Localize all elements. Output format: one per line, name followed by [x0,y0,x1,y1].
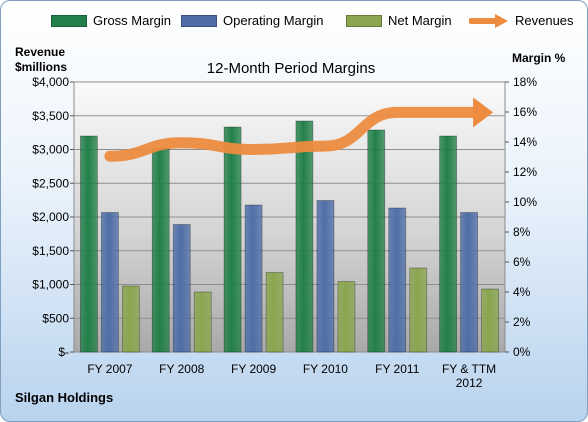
right-tick-label: 4% [513,285,531,299]
right-tick-label: 12% [513,165,537,179]
legend-label: Operating Margin [223,13,324,28]
x-tick-label: 2012 [456,376,483,390]
bar-operating-margin [244,204,263,353]
revenue-arrowhead [473,97,494,128]
left-tick-label: $4,000 [32,75,69,89]
right-tick-label: 18% [513,75,537,89]
left-axis-heading-line2: $millions [15,60,68,74]
left-tick-label: $- [58,345,69,359]
legend-swatch [346,14,382,27]
bar-net-margin [265,272,284,353]
right-tick-label: 2% [513,315,531,329]
legend-label: Revenues [515,13,574,28]
bar-operating-margin [101,212,119,353]
legend-item-net-margin: Net Margin [346,13,452,28]
legend-label: Net Margin [388,13,452,28]
left-tick-label: $3,000 [32,143,69,157]
bar-operating-margin [460,212,478,353]
x-tick-label: FY 2009 [231,362,276,376]
revenue-line [104,106,483,162]
left-tick-label: $3,500 [32,109,69,123]
right-tick-label: 10% [513,195,537,209]
right-tick-label: 16% [513,105,537,119]
bar-net-margin [481,288,499,353]
left-tick-label: $1,500 [32,244,69,258]
bar-gross-margin [295,120,314,353]
legend-item-revenues: Revenues [469,13,574,28]
bar-net-margin [409,267,428,353]
right-tick-label: 0% [513,345,531,359]
bar-net-margin [337,281,356,353]
left-axis-heading-line1: Revenue [15,45,66,59]
left-tick-label: $500 [42,311,69,325]
right-tick-label: 8% [513,225,531,239]
legend-swatch [181,14,217,27]
x-tick-label: FY & TTM [442,362,496,376]
legend-swatch [51,14,87,27]
legend-label: Gross Margin [93,13,172,28]
legend-item-gross-margin: Gross Margin [51,13,171,28]
x-tick-label: FY 2011 [375,362,420,376]
right-tick-label: 6% [513,255,531,269]
bar-operating-margin [172,224,191,353]
company-name: Silgan Holdings [15,390,114,405]
legend: Gross Margin Operating Margin Net Margin Re… [1,13,587,37]
chart-title: 12-Month Period Margins [206,60,376,77]
legend-item-operating-margin: Operating Margin [181,13,323,28]
right-tick-label: 14% [513,135,537,149]
left-tick-label: $1,000 [32,278,69,292]
left-tick-label: $2,000 [32,210,69,224]
bar-gross-margin [223,126,242,353]
bar-gross-margin [439,135,457,353]
legend-arrow-icon [469,13,508,28]
bar-operating-margin [388,207,407,353]
x-tick-label: FY 2010 [303,362,348,376]
bar-operating-margin [316,200,335,353]
bar-net-margin [122,285,140,353]
x-tick-label: FY 2007 [87,362,132,376]
x-tick-label: FY 2008 [159,362,204,376]
bar-gross-margin [151,147,170,353]
bar-net-margin [193,291,212,353]
bar-gross-margin [367,129,386,353]
left-axis-heading: Revenue $millions [15,45,67,75]
bar-gross-margin [80,135,98,353]
left-tick-label: $2,500 [32,176,69,190]
right-axis-heading: Margin % [512,51,566,65]
